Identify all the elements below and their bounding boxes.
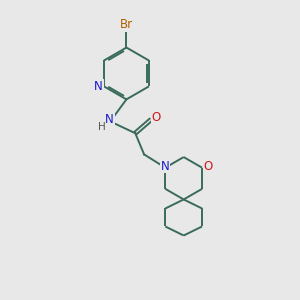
Text: N: N — [105, 113, 114, 127]
Text: N: N — [94, 80, 103, 93]
Text: O: O — [152, 110, 161, 124]
Text: O: O — [203, 160, 212, 173]
Text: N: N — [161, 160, 170, 173]
Text: H: H — [98, 122, 106, 132]
Text: Br: Br — [120, 18, 133, 32]
